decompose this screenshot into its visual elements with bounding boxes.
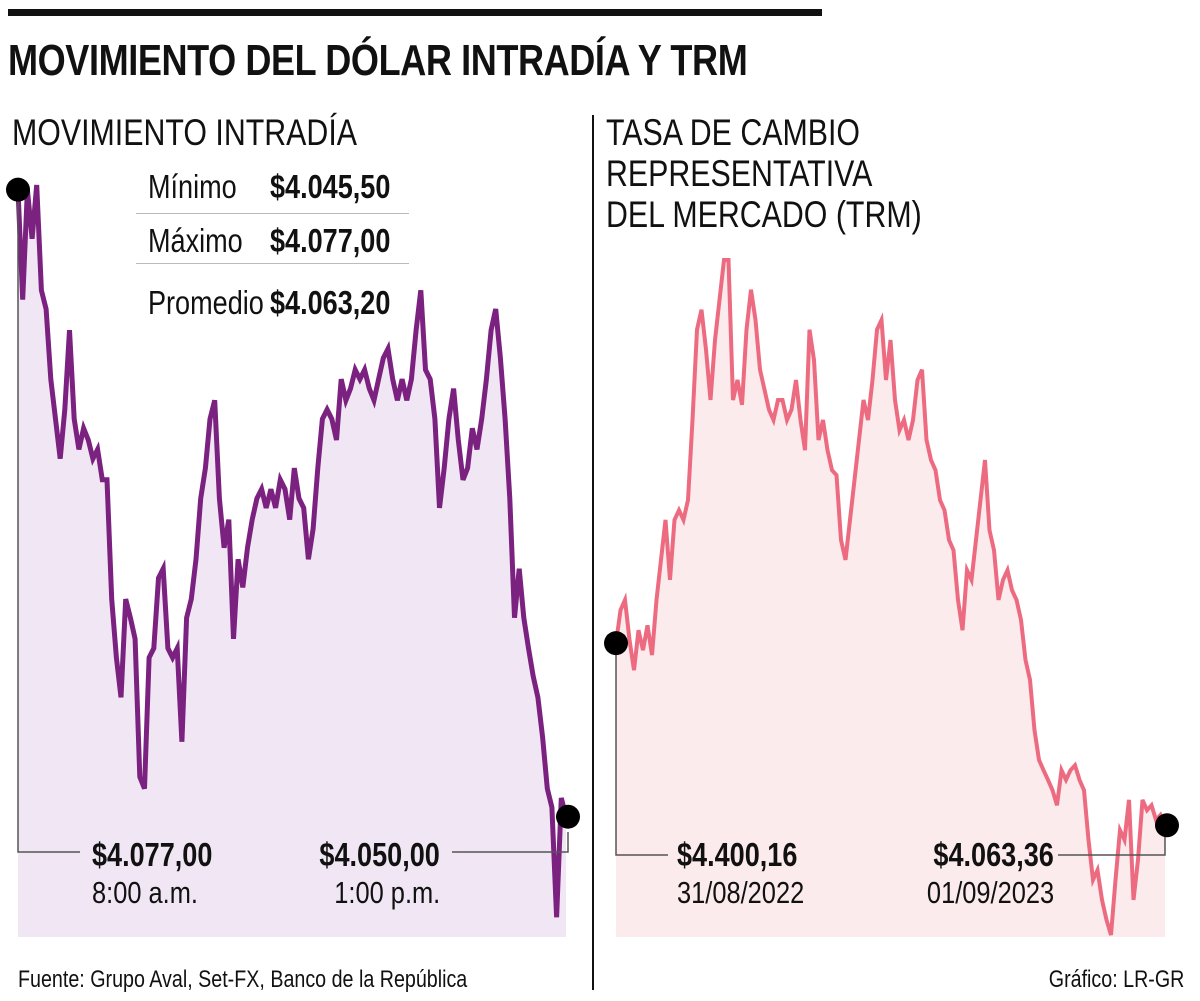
trm-area <box>616 260 1165 937</box>
trm-title-line-1: TASA DE CAMBIO <box>606 112 861 153</box>
stat-min-label: Mínimo <box>148 168 237 205</box>
intraday-end-leader <box>452 832 569 853</box>
top-rule <box>8 9 822 16</box>
intraday-area <box>18 185 566 937</box>
stat-avg-label: Promedio <box>148 284 264 321</box>
trm-end-marker <box>1155 813 1179 838</box>
trm-end-value: $4.063,36 <box>933 836 1054 873</box>
intraday-end-time: 1:00 p.m. <box>334 875 440 910</box>
trm-start-date: 31/08/2022 <box>677 875 805 910</box>
stat-separator <box>136 213 409 214</box>
trm-title-line-2: REPRESENTATIVA <box>606 153 873 194</box>
stat-max-label: Máximo <box>148 222 243 259</box>
intraday-start-time: 8:00 a.m. <box>92 875 198 910</box>
stat-separator <box>136 263 409 264</box>
trm-series-line <box>614 258 1167 936</box>
trm-end-date: 01/09/2023 <box>926 875 1054 910</box>
intraday-end-value: $4.050,00 <box>319 836 440 873</box>
credit-note: Gráfico: LR-GR <box>1048 966 1184 993</box>
source-note: Fuente: Grupo Aval, Set-FX, Banco de la … <box>18 966 468 993</box>
trm-start-marker <box>604 631 628 656</box>
stat-max-value: $4.077,00 <box>270 222 391 259</box>
trm-start-leader <box>615 643 668 856</box>
intraday-title: MOVIMIENTO INTRADÍA <box>12 112 358 153</box>
intraday-start-leader <box>17 193 80 853</box>
intraday-start-marker <box>6 177 30 202</box>
trm-title-line-3: DEL MERCADO (TRM) <box>606 194 922 235</box>
stat-min-value: $4.045,50 <box>270 168 391 205</box>
intraday-start-value: $4.077,00 <box>92 836 213 873</box>
stat-avg-value: $4.063,20 <box>270 284 391 321</box>
intraday-series-line <box>15 184 569 918</box>
page-title: MOVIMIENTO DEL DÓLAR INTRADÍA Y TRM <box>8 36 748 85</box>
intraday-end-marker <box>556 804 580 829</box>
trm-start-value: $4.400,16 <box>677 836 798 873</box>
